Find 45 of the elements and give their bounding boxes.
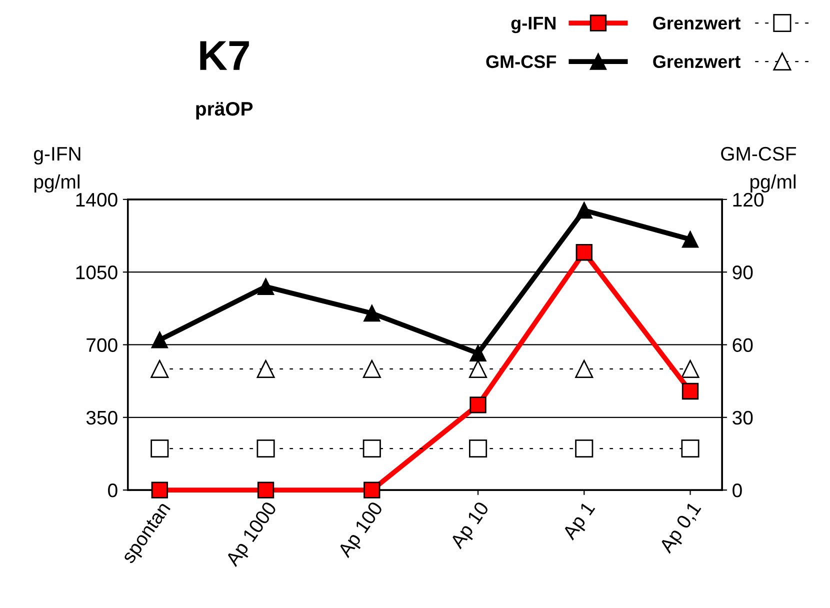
point (256, 360, 275, 378)
x-tick-label: Ap 0,1 (658, 500, 705, 556)
legend-label: GM-CSF (486, 55, 556, 68)
y-tick-label: 1050 (76, 266, 118, 280)
legend-label: Grenzwert (653, 55, 740, 68)
point (681, 440, 700, 458)
point (362, 360, 381, 378)
y-tick-label: 1400 (76, 192, 118, 207)
point (364, 482, 380, 498)
point (150, 360, 169, 378)
y2-tick-label: 30 (732, 410, 753, 425)
legend-label: Grenzwert (653, 16, 740, 30)
point (468, 440, 488, 458)
point (575, 360, 594, 378)
chart-subtitle: präOP (196, 102, 253, 120)
point (364, 304, 380, 322)
point (575, 440, 594, 458)
legend-label: g-IFN (511, 16, 556, 34)
point (257, 482, 274, 498)
point (150, 440, 169, 458)
point (681, 360, 700, 378)
x-tick-label: Ap 100 (336, 500, 386, 561)
y-tick-label: 700 (86, 338, 118, 352)
y2-tick-label: 120 (733, 192, 764, 207)
y-tick-label: 350 (86, 410, 118, 425)
y-tick-label: 0 (108, 484, 118, 498)
point (682, 382, 699, 400)
point (576, 202, 592, 219)
point (682, 231, 699, 248)
point (362, 440, 381, 458)
y2-axis-title: GM-CSF pg/ml (721, 146, 796, 193)
x-tick-label: Ap 1 (562, 500, 598, 543)
point (576, 244, 592, 261)
point (470, 396, 486, 414)
point (468, 360, 488, 378)
chart-title: K7 (200, 41, 249, 70)
y2-tick-label: 60 (732, 338, 753, 352)
point (151, 482, 168, 498)
y-axis-title: g-IFN pg/ml (34, 147, 80, 193)
x-tick-label: Ap 10 (449, 500, 492, 552)
y2-tick-label: 0 (732, 484, 742, 498)
point (256, 440, 275, 458)
point (470, 344, 486, 362)
y2-tick-label: 90 (732, 266, 753, 280)
point (257, 278, 274, 295)
